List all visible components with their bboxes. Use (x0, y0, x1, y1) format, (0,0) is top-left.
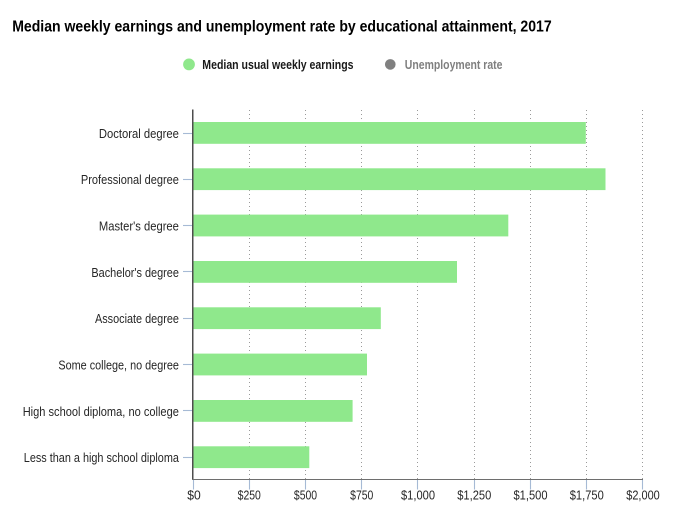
svg-text:$1,500: $1,500 (514, 489, 548, 503)
svg-text:$1,000: $1,000 (401, 489, 435, 503)
svg-text:$1,250: $1,250 (457, 489, 491, 503)
svg-text:Median weekly earnings and une: Median weekly earnings and unemployment … (12, 19, 552, 36)
svg-text:Master's degree: Master's degree (99, 219, 179, 233)
svg-text:$2,000: $2,000 (626, 489, 660, 503)
svg-text:$1,750: $1,750 (570, 489, 604, 503)
svg-text:Less than a high school diplom: Less than a high school diploma (24, 451, 179, 465)
svg-text:$750: $750 (350, 489, 373, 503)
svg-text:$250: $250 (238, 489, 261, 503)
svg-text:$500: $500 (294, 489, 317, 503)
svg-text:Some college, no degree: Some college, no degree (58, 358, 179, 372)
svg-text:Bachelor's degree: Bachelor's degree (91, 266, 179, 280)
svg-text:$0: $0 (187, 489, 201, 503)
svg-text:Doctoral degree: Doctoral degree (99, 127, 179, 141)
svg-text:High school diploma, no colleg: High school diploma, no college (23, 405, 179, 419)
svg-text:Unemployment rate: Unemployment rate (405, 58, 503, 72)
svg-text:Associate degree: Associate degree (95, 312, 179, 326)
svg-text:Median usual weekly earnings: Median usual weekly earnings (202, 58, 353, 72)
svg-text:Professional degree: Professional degree (81, 173, 179, 187)
